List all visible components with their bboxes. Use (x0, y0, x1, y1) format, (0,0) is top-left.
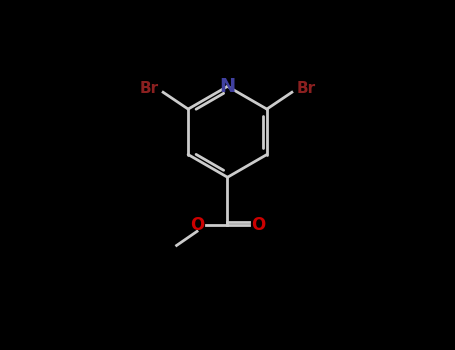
Text: N: N (219, 77, 236, 96)
Text: Br: Br (140, 81, 159, 96)
Text: O: O (251, 216, 265, 234)
Text: Br: Br (296, 81, 315, 96)
Text: O: O (190, 216, 204, 234)
